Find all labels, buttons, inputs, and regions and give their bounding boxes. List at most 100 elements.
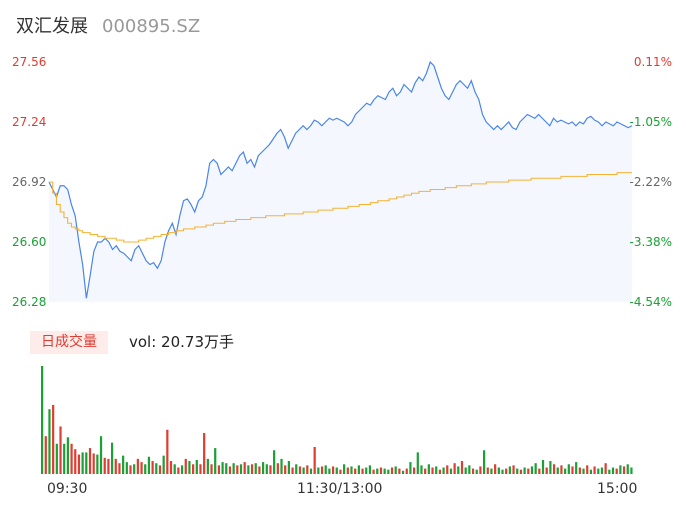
percent-tick-label: -4.54%: [629, 295, 672, 309]
volume-bar: [431, 467, 434, 474]
volume-bar: [155, 463, 158, 474]
volume-bar: [361, 468, 364, 474]
volume-bar: [273, 450, 276, 474]
volume-bar: [564, 468, 567, 474]
volume-bar: [309, 468, 313, 474]
volume-bar: [122, 455, 125, 474]
volume-bar: [453, 463, 456, 474]
volume-bar: [276, 463, 279, 474]
volume-bar: [70, 443, 73, 474]
volume-bar: [523, 467, 526, 474]
volume-bar: [144, 464, 147, 474]
volume-bar: [468, 465, 471, 474]
volume-bar: [195, 459, 198, 474]
volume-bar: [442, 467, 445, 474]
volume-readout: vol: 20.73万手: [129, 333, 234, 351]
volume-bar: [125, 462, 128, 474]
volume-bar: [567, 464, 570, 474]
volume-bar: [63, 443, 66, 474]
volume-bar: [622, 466, 626, 474]
volume-bar: [420, 465, 423, 474]
volume-bar: [390, 467, 394, 474]
volume-bar: [335, 467, 338, 474]
volume-bar: [630, 467, 633, 474]
volume-bar: [302, 467, 305, 474]
stock-header: 双汇发展 000895.SZ: [16, 12, 200, 40]
price-tick-label: 26.60: [12, 235, 47, 249]
time-label-open: 09:30: [47, 481, 88, 497]
volume-bar: [250, 464, 254, 474]
volume-bar: [243, 462, 246, 474]
percent-tick-label: -1.05%: [629, 115, 672, 129]
volume-bar: [608, 469, 611, 474]
volume-bar: [284, 465, 287, 474]
volume-bar: [534, 463, 537, 474]
volume-bar: [516, 468, 519, 474]
volume-bar: [258, 466, 261, 474]
volume-bar: [368, 465, 372, 474]
volume-bar: [261, 462, 265, 474]
volume-bar: [357, 465, 360, 474]
volume-bar: [611, 467, 615, 474]
volume-bar: [114, 458, 117, 474]
volume-bar: [589, 469, 593, 474]
volume-bar: [497, 467, 500, 474]
price-tick-label: 27.56: [12, 55, 47, 69]
volume-bar: [136, 458, 139, 474]
volume-bar: [158, 465, 162, 474]
volume-bar: [210, 464, 213, 474]
price-area: [49, 62, 632, 302]
volume-bar: [479, 466, 482, 474]
volume-bar: [346, 467, 349, 474]
volume-bar: [55, 443, 58, 474]
volume-bar: [401, 470, 405, 474]
volume-bar: [597, 468, 600, 474]
volume-bar: [460, 461, 464, 474]
volume-bar: [435, 466, 438, 474]
volume-bar: [236, 465, 239, 474]
volume-bar: [339, 469, 342, 474]
volume-bar: [44, 436, 47, 474]
volume-bar: [538, 468, 541, 474]
volume-bar: [239, 464, 243, 474]
volume-bar: [464, 467, 467, 474]
volume-bar: [519, 469, 523, 474]
volume-bar: [350, 466, 353, 474]
volume-bar: [409, 462, 412, 474]
volume-bar: [48, 409, 51, 474]
volume-bar: [203, 432, 206, 474]
volume-bar: [449, 468, 453, 474]
volume-bar: [133, 464, 136, 474]
volume-bar: [446, 465, 449, 474]
volume-bar: [545, 467, 548, 474]
volume-bar: [331, 466, 335, 474]
volume-bar: [313, 447, 316, 474]
volume-bar: [494, 464, 497, 474]
volume-bar: [184, 458, 187, 474]
volume-bar: [199, 464, 202, 474]
volume-bar: [52, 404, 55, 474]
volume-bar: [560, 465, 563, 474]
volume-bar: [96, 454, 99, 474]
volume-bar: [383, 468, 386, 474]
stock-name: 双汇发展: [16, 16, 88, 37]
volume-bar: [427, 464, 430, 474]
volume-bar: [228, 466, 232, 474]
volume-bar: [604, 463, 607, 474]
volume-bar: [74, 449, 77, 474]
volume-bar: [173, 464, 176, 474]
volume-bar: [379, 467, 383, 474]
volume-bar: [188, 461, 191, 474]
volume-badge[interactable]: 日成交量: [30, 331, 108, 354]
volume-bar: [328, 468, 331, 474]
volume-bar: [85, 452, 88, 474]
volume-bar: [306, 465, 309, 474]
volume-bar: [151, 461, 154, 474]
volume-bar: [413, 467, 416, 474]
price-tick-label: 26.28: [12, 295, 47, 309]
volume-bar: [556, 467, 559, 474]
volume-bar: [593, 466, 596, 474]
volume-bar: [457, 466, 460, 474]
volume-bar: [280, 458, 283, 474]
volume-bar: [66, 437, 69, 474]
